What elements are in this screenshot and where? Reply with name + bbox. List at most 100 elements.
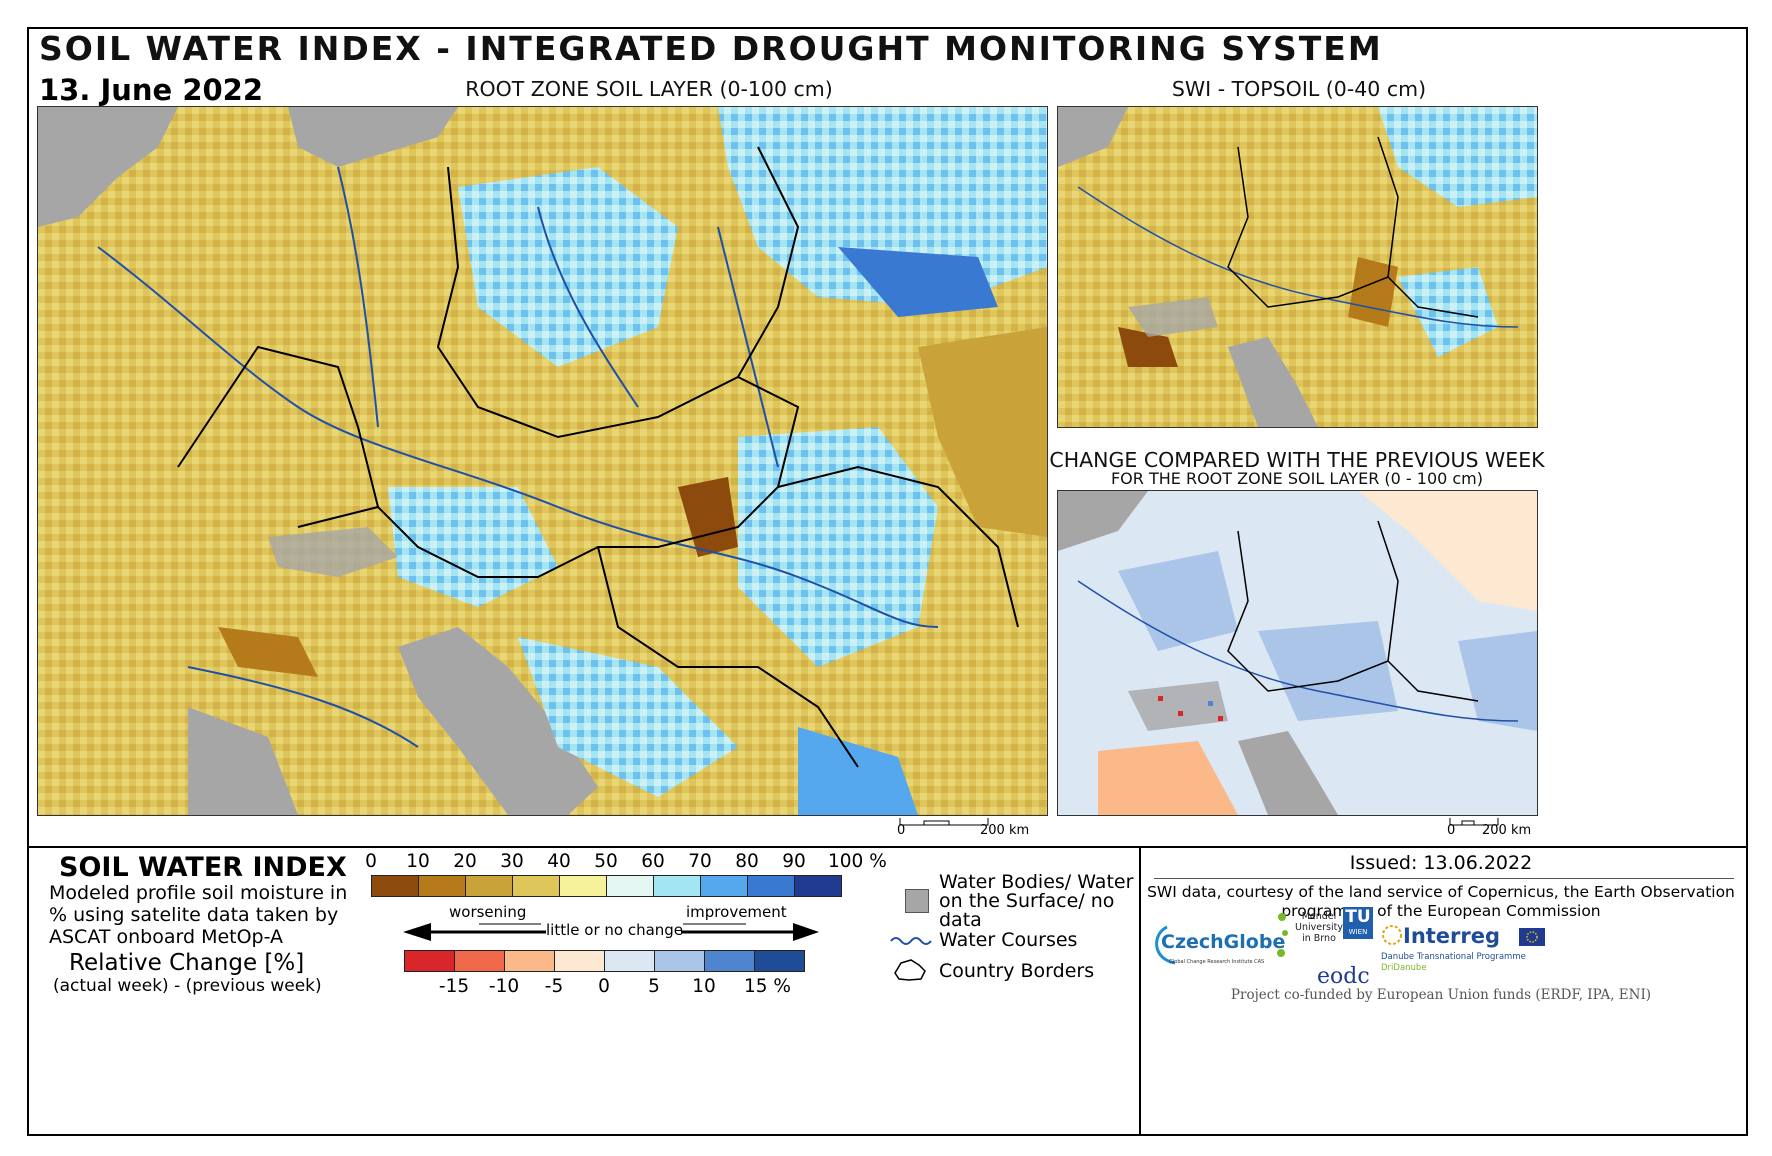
swi-legend-description: Modeled profile soil moisture in % using… — [49, 882, 348, 948]
very-wet-area — [838, 247, 998, 317]
mendel-text: Mendel University in Brno — [1295, 911, 1343, 944]
scale-bar-main: 0 200 km — [897, 817, 1037, 839]
page-title: SOIL WATER INDEX - INTEGRATED DROUGHT MO… — [39, 29, 1383, 68]
swi-tick-label: 50 — [594, 851, 618, 872]
swi-tick-label: 60 — [641, 851, 665, 872]
relative-change-swatch — [754, 950, 805, 972]
swi-color-swatch — [794, 875, 842, 897]
change-arrow-graphic — [403, 923, 819, 941]
relative-change-swatch — [554, 950, 605, 972]
swi-color-swatch — [653, 875, 701, 897]
swi-tick-label: 0 — [365, 851, 377, 872]
relative-change-swatch — [654, 950, 705, 972]
no-data-alps — [268, 527, 398, 577]
sea-north — [38, 107, 178, 227]
border-line-4 — [597, 546, 859, 768]
swi-tick-label: 30 — [500, 851, 524, 872]
country-borders-label: Country Borders — [939, 960, 1095, 982]
relative-change-tick-label: -5 — [544, 976, 564, 997]
interreg-subtext-1: Danube Transnational Programme — [1381, 952, 1526, 962]
border-line-2 — [737, 146, 800, 378]
cofunded-text: Project co-funded by European Union fund… — [1230, 987, 1652, 1003]
root-zone-caption: ROOT ZONE SOIL LAYER (0-100 cm) — [465, 77, 833, 101]
swi-tick-label: 100 % — [828, 851, 887, 872]
scale-bar-main-label: 200 km — [980, 823, 1030, 838]
topsoil-caption: SWI - TOPSOIL (0-40 cm) — [1171, 77, 1427, 101]
credits-text: SWI data, courtesy of the land service o… — [1147, 883, 1735, 920]
swi-color-swatch — [512, 875, 560, 897]
swi-color-swatch — [465, 875, 513, 897]
river-oder — [537, 206, 639, 408]
swi-legend-title: SOIL WATER INDEX — [59, 852, 347, 883]
label-improvement: improvement — [686, 903, 787, 921]
swi-tick-label: 40 — [547, 851, 571, 872]
scale-bar-change-zero: 0 — [1447, 823, 1456, 838]
swi-color-swatch — [559, 875, 607, 897]
relative-change-title: Relative Change [%] — [69, 950, 305, 976]
river-danube — [97, 246, 939, 628]
eodc-logo: eodc — [1317, 964, 1370, 989]
water-courses-icon — [890, 937, 932, 945]
change-map-canvas — [1058, 491, 1537, 815]
relative-change-swatch — [604, 950, 655, 972]
tu-wien-logo: TU WIEN — [1343, 907, 1373, 939]
river-po — [187, 666, 419, 748]
relative-change-tick-label: 10 — [692, 976, 716, 997]
eu-flag-icon — [1519, 928, 1545, 946]
interreg-text: Interreg — [1403, 924, 1501, 948]
relative-change-swatch — [404, 950, 455, 972]
legend-separator — [29, 846, 1746, 848]
scale-bar-main-zero: 0 — [897, 823, 906, 838]
topsoil-map-canvas — [1058, 107, 1537, 427]
swi-tick-label: 90 — [782, 851, 806, 872]
water-courses-label: Water Courses — [939, 929, 1078, 951]
change-map — [1057, 490, 1538, 816]
interreg-star-icon — [1382, 925, 1402, 945]
scale-bar-change-label: 200 km — [1482, 823, 1532, 838]
tu-subtext: WIEN — [1348, 928, 1368, 936]
credits-separator — [1139, 846, 1141, 1136]
scale-bar-main-graphic — [899, 818, 989, 826]
root-zone-map-canvas — [38, 107, 1047, 815]
swi-color-swatch — [418, 875, 466, 897]
relative-change-tick-label: -10 — [488, 976, 520, 997]
relative-change-swatch — [704, 950, 755, 972]
mendel-dots-icon — [1277, 913, 1288, 957]
swi-color-swatch — [606, 875, 654, 897]
tu-text: TU — [1345, 907, 1371, 927]
relative-change-tick-label: 5 — [648, 976, 660, 997]
wet-area-poland — [458, 167, 678, 367]
czechglobe-logo: CzechGlobe Global Change Research Instit… — [1147, 919, 1285, 971]
czechglobe-text: CzechGlobe — [1161, 931, 1286, 953]
swi-tick-label: 80 — [735, 851, 759, 872]
sea-ligurian — [188, 707, 298, 815]
very-dry-area — [678, 477, 738, 557]
border-line-5 — [177, 345, 379, 508]
water-bodies-swatch — [905, 889, 929, 913]
country-borders-icon — [894, 959, 926, 981]
river-vistula — [717, 226, 779, 468]
sea-baltic — [288, 107, 458, 167]
swi-tick-label: 70 — [688, 851, 712, 872]
change-caption: CHANGE COMPARED WITH THE PREVIOUS WEEK — [1049, 448, 1545, 472]
relative-change-tick-label: -15 — [438, 976, 470, 997]
swi-color-swatch — [747, 875, 795, 897]
issued-date: Issued: 13.06.2022 — [1349, 852, 1533, 874]
scale-bar-change: 0 200 km — [1447, 817, 1537, 839]
border-line-3 — [777, 465, 1019, 628]
relative-change-swatch — [504, 950, 555, 972]
label-worsening: worsening — [449, 903, 527, 921]
swi-tick-label: 10 — [406, 851, 430, 872]
wet-area-carpathian — [738, 427, 938, 667]
swi-color-swatch — [371, 875, 419, 897]
czechglobe-subtext: Global Change Research Institute CAS — [1169, 959, 1265, 965]
water-bodies-label: Water Bodies/ Water on the Surface/ no d… — [939, 871, 1134, 931]
dry-area-east — [918, 327, 1047, 537]
root-zone-map — [37, 106, 1048, 816]
scale-bar-change-graphic — [1449, 818, 1499, 826]
mendel-logo: Mendel University in Brno — [1276, 909, 1346, 965]
issue-date: 13. June 2022 — [39, 73, 264, 107]
topsoil-map — [1057, 106, 1538, 428]
interreg-subtext-2: DriDanube — [1381, 963, 1427, 973]
relative-change-swatch — [454, 950, 505, 972]
